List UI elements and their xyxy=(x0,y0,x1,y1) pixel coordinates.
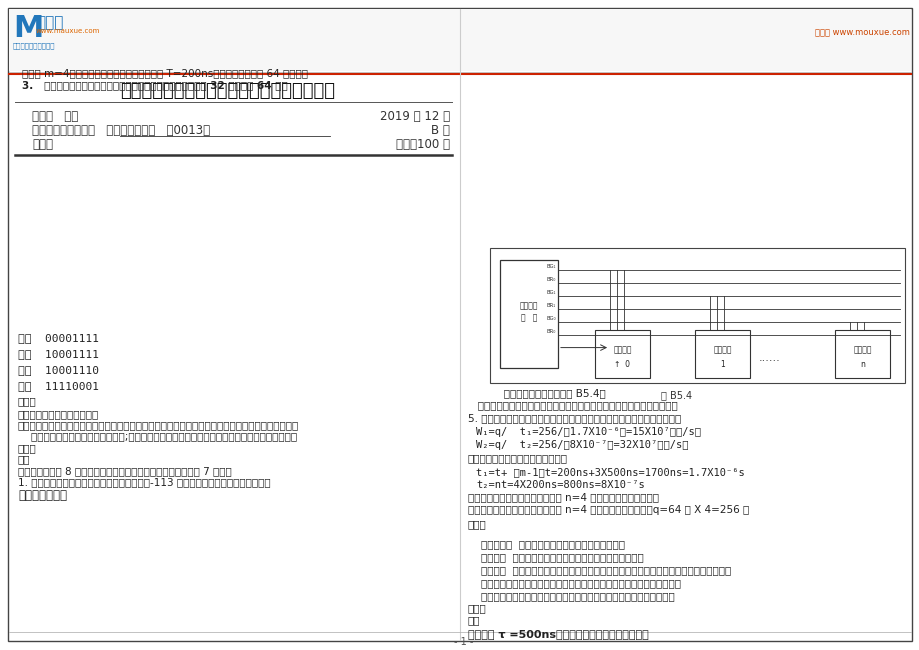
Text: 和移码表示（用 8 位二进制表示，并设最高位为符号位，真值为 7 位）。: 和移码表示（用 8 位二进制表示，并设最高位为符号位，真值为 7 位）。 xyxy=(18,467,232,476)
Text: B 卷: B 卷 xyxy=(431,124,449,137)
Text: （二）: （二） xyxy=(468,519,486,529)
Text: BG₁: BG₁ xyxy=(546,264,555,268)
Text: 原码  11110001: 原码 11110001 xyxy=(18,380,99,391)
Text: 1. 什么是定点数？什么是浮点数？求十进制数-113 的原码表示，反码表示，补码表示: 1. 什么是定点数？什么是浮点数？求十进制数-113 的原码表示，反码表示，补码… xyxy=(18,478,270,488)
Text: ......: ...... xyxy=(758,352,780,363)
Text: 反码  10001110: 反码 10001110 xyxy=(18,365,99,374)
Text: 答：: 答： xyxy=(468,616,480,625)
Text: 课程名称【编号】：   计算机组成原理   【0013】: 课程名称【编号】： 计算机组成原理 【0013】 xyxy=(32,124,210,137)
Text: 存取时间  又称存储器访问时间，是指从启动一次存储器操作到完成该操作所经历的时间。: 存取时间 又称存储器访问时间，是指从启动一次存储器操作到完成该操作所经历的时间。 xyxy=(468,566,731,575)
Text: www.mauxue.com: www.mauxue.com xyxy=(36,28,100,34)
Text: 满分：100 分: 满分：100 分 xyxy=(395,138,449,151)
Text: 模块数 m=4，用顺序方式进行组织。存储周期 T=200ns，数据总线宽度为 64 位，总线: 模块数 m=4，用顺序方式进行组织。存储周期 T=200ns，数据总线宽度为 6… xyxy=(22,68,308,78)
Text: t₁=t+ （m-1）t=200ns+3X500ns=1700ns=1.7X10⁻⁶s: t₁=t+ （m-1）t=200ns+3X500ns=1700ns=1.7X10… xyxy=(475,467,744,478)
Text: 答：: 答： xyxy=(18,454,30,465)
Text: 设备接口: 设备接口 xyxy=(712,346,731,355)
Text: 类别：   网教: 类别： 网教 xyxy=(32,110,78,123)
Text: BR₁: BR₁ xyxy=(546,303,555,307)
Text: W₁=q/  t₁=256/（1.7X10⁻⁶）=15X10⁷（位/s）: W₁=q/ t₁=256/（1.7X10⁻⁶）=15X10⁷（位/s） xyxy=(475,428,700,437)
Text: - 1 -: - 1 - xyxy=(454,637,473,647)
Text: 顺序存储器和交叉存储器的带宽是：: 顺序存储器和交叉存储器的带宽是： xyxy=(468,454,567,463)
Text: 课学网 www.mouxue.com: 课学网 www.mouxue.com xyxy=(814,28,909,37)
Text: n: n xyxy=(859,359,864,369)
Text: 大作业: 大作业 xyxy=(32,138,53,151)
Text: 1: 1 xyxy=(720,359,724,369)
Text: 移码  00001111: 移码 00001111 xyxy=(18,333,99,343)
Text: 2019 年 12 月: 2019 年 12 月 xyxy=(380,110,449,123)
Text: BG₁: BG₁ xyxy=(546,290,555,294)
Text: 传送周期 τ =500ns。问顺序存储器的带宽是多少？: 传送周期 τ =500ns。问顺序存储器的带宽是多少？ xyxy=(468,629,648,639)
Bar xyxy=(499,260,558,367)
Text: 小数点位置固定不变，称为定点数;小数点的位置不固定，可以浮动，称为浮点数。在计算机中，: 小数点位置固定不变，称为定点数;小数点的位置不固定，可以浮动，称为浮点数。在计算… xyxy=(18,432,297,441)
Text: 西南大学网络与继续教育学院课程考试试题卷: 西南大学网络与继续教育学院课程考试试题卷 xyxy=(120,82,335,100)
Text: t₂=nt=4X200ns=800ns=8X10⁻⁷s: t₂=nt=4X200ns=800ns=8X10⁻⁷s xyxy=(475,480,644,491)
Text: 专业远程教育辅导社区: 专业远程教育辅导社区 xyxy=(13,42,55,49)
Bar xyxy=(834,330,889,378)
Text: 存储器带宽  是单位时间里存储器所存取得信息量。: 存储器带宽 是单位时间里存储器所存取得信息量。 xyxy=(468,540,624,549)
Text: ↑  0: ↑ 0 xyxy=(614,359,630,369)
Text: 解：有三种方式：链式查询方式、计数器定时查询方式、独立请求方式。: 解：有三种方式：链式查询方式、计数器定时查询方式、独立请求方式。 xyxy=(468,400,677,411)
Text: BR₀: BR₀ xyxy=(546,329,555,333)
Text: 设备接口: 设备接口 xyxy=(852,346,871,355)
Text: 部   件: 部 件 xyxy=(520,313,537,322)
Text: 主存储器的性能指标有存储容量、存取时间、存储周期和存储器带宽。: 主存储器的性能指标有存储容量、存取时间、存储周期和存储器带宽。 xyxy=(468,592,674,601)
Text: 图 B5.4: 图 B5.4 xyxy=(661,391,692,400)
Text: 存储周期  是指连续启动两次该操作所需间隔的最小时间。: 存储周期 是指连续启动两次该操作所需间隔的最小时间。 xyxy=(468,552,643,562)
Text: 3.   主存储器的性能指标有哪些？含义是什么？设存储器容量为 32 字，字长 64 位，: 3. 主存储器的性能指标有哪些？含义是什么？设存储器容量为 32 字，字长 64… xyxy=(22,80,288,90)
Text: （一）: （一） xyxy=(18,443,37,454)
Text: 补码  10001111: 补码 10001111 xyxy=(18,348,99,359)
Text: 课学网: 课学网 xyxy=(36,15,63,30)
Text: 顺序存储器和交叉存储器连续读出 n=4 个字的信息总量都是：q=64 位 X 4=256 位: 顺序存储器和交叉存储器连续读出 n=4 个字的信息总量都是：q=64 位 X 4… xyxy=(468,506,748,515)
Text: W₂=q/  t₂=256/（8X10⁻⁷）=32X10⁷（位/s）: W₂=q/ t₂=256/（8X10⁻⁷）=32X10⁷（位/s） xyxy=(475,441,687,450)
Bar xyxy=(9,9,910,71)
Text: BR₀: BR₀ xyxy=(546,277,555,281)
Text: 一、大作业题目: 一、大作业题目 xyxy=(18,489,67,502)
Text: 设备接口: 设备接口 xyxy=(613,346,631,355)
Text: （一）: （一） xyxy=(468,603,486,614)
Text: BG₀: BG₀ xyxy=(546,316,555,320)
Bar xyxy=(595,330,650,378)
Text: 顺序存储器和交叉存储器连续读出 n=4 个字所需的时间分别是：: 顺序存储器和交叉存储器连续读出 n=4 个字所需的时间分别是： xyxy=(468,493,658,502)
Text: 5. 集中式仲裁有几种方式？画出独立请求方式的逻辑图，说明其工作原理。: 5. 集中式仲裁有几种方式？画出独立请求方式的逻辑图，说明其工作原理。 xyxy=(468,413,680,424)
Text: 通常是用定点数来表示整数和纯小数，分别称为定点整数和定点小数。对于既有整数部分、又有小数部: 通常是用定点数来表示整数和纯小数，分别称为定点整数和定点小数。对于既有整数部分、… xyxy=(18,421,299,430)
Text: 在一个存储器中可以容纳的存储单元总数通常称为该存储器的存储容量。: 在一个存储器中可以容纳的存储单元总数通常称为该存储器的存储容量。 xyxy=(468,578,680,588)
Text: 独立请求方式结构图如图 B5.4：: 独立请求方式结构图如图 B5.4： xyxy=(468,389,605,398)
Text: 分的数，一般用浮点数表示。: 分的数，一般用浮点数表示。 xyxy=(18,410,99,419)
Bar xyxy=(694,330,749,378)
Text: （二）: （二） xyxy=(18,396,37,406)
Bar xyxy=(490,248,904,383)
Text: 总线控制: 总线控制 xyxy=(519,301,538,310)
Text: M: M xyxy=(13,14,43,43)
